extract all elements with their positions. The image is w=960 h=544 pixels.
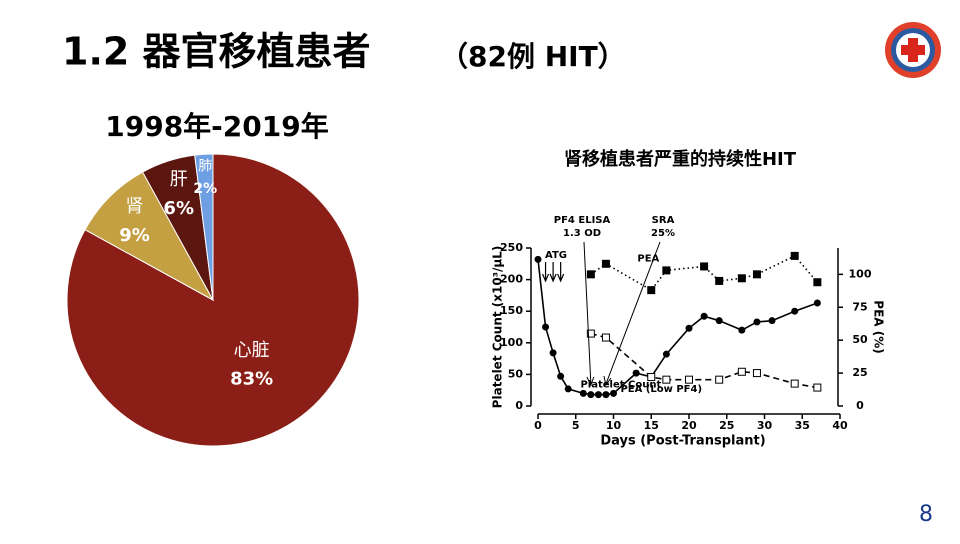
point: [753, 318, 761, 326]
point: [700, 312, 708, 320]
point: [594, 391, 602, 399]
y-tick-label: 0: [515, 399, 523, 412]
point: [715, 276, 724, 285]
point: [813, 383, 822, 392]
series-line: [590, 254, 818, 292]
annotation: PF4 ELISA: [554, 215, 611, 226]
point: [542, 323, 550, 331]
y2-tick-label: 25: [852, 366, 867, 379]
point: [790, 379, 799, 388]
point: [662, 266, 671, 275]
y-tick-label: 150: [500, 304, 523, 317]
point: [610, 389, 617, 397]
y-tick-label: 50: [508, 367, 524, 380]
y-tick-label: 250: [500, 241, 523, 254]
point: [534, 255, 542, 263]
point: [791, 307, 799, 315]
point: [700, 262, 709, 271]
x-tick-label: 20: [681, 419, 697, 432]
y-tick-label: 200: [500, 273, 523, 286]
slice-label: 肝: [170, 169, 188, 190]
y2-tick-label: 0: [856, 399, 864, 412]
point: [602, 391, 610, 399]
point: [579, 389, 587, 397]
point: [715, 375, 724, 384]
point: [647, 286, 656, 295]
y2-axis-label: PEA (%): [872, 300, 886, 353]
x-tick-label: 30: [757, 419, 773, 432]
logo: [885, 22, 941, 78]
x-tick-label: 5: [572, 419, 580, 432]
annotation: ATG: [545, 250, 567, 261]
atg-arrow: [541, 262, 550, 283]
x-tick-label: 25: [719, 419, 734, 432]
annotation-arrow: [603, 241, 661, 387]
pie-title: 1998年-2019年: [105, 110, 328, 143]
annotation-arrow: [583, 241, 595, 387]
series-label: PEA: [637, 253, 659, 264]
point: [586, 270, 595, 279]
slice-label: 肺: [198, 158, 212, 174]
point: [662, 375, 671, 384]
point: [632, 369, 640, 377]
x-tick-label: 40: [832, 419, 848, 432]
point: [587, 391, 595, 399]
pie-slice: [84, 171, 215, 302]
point: [752, 369, 761, 378]
atg-arrow: [549, 262, 557, 283]
point: [601, 333, 610, 342]
point: [685, 375, 693, 384]
y-tick-label: 100: [500, 336, 523, 349]
slide-title-suffix: （82例 HIT）: [440, 40, 626, 73]
point: [647, 373, 656, 382]
annotation: SRA: [652, 215, 675, 226]
y2-tick-label: 75: [852, 300, 867, 313]
slice-label: 肾: [126, 196, 144, 217]
series-line: [590, 332, 818, 389]
point: [715, 317, 723, 325]
point: [737, 274, 746, 283]
atg-arrow: [557, 262, 565, 283]
point: [549, 349, 557, 357]
annotation: 1.3 OD: [563, 228, 601, 239]
point: [752, 270, 761, 279]
point: [662, 350, 670, 358]
slice-value: 6%: [163, 198, 194, 219]
x-tick-label: 0: [534, 419, 542, 432]
point: [586, 329, 595, 338]
point: [738, 326, 746, 334]
point: [790, 251, 799, 260]
point: [685, 324, 693, 332]
annotation: 25%: [651, 228, 675, 239]
x-axis-label: Days (Post-Transplant): [600, 434, 765, 449]
series-label: PEA (Low PF4): [620, 384, 702, 395]
point: [813, 299, 821, 307]
point: [737, 367, 746, 376]
slice-value: 9%: [119, 225, 150, 246]
slice-value: 83%: [230, 369, 273, 390]
series-label: Platelet Count: [580, 380, 661, 391]
y2-tick-label: 100: [849, 267, 872, 280]
slice-label: 心脏: [234, 340, 270, 361]
x-tick-label: 35: [795, 419, 810, 432]
x-tick-label: 10: [606, 419, 622, 432]
point: [601, 259, 610, 268]
x-tick-label: 15: [644, 419, 659, 432]
point: [768, 317, 776, 325]
series-line: [537, 259, 818, 396]
line-title: 肾移植患者严重的持续性HIT: [564, 148, 797, 170]
slide-title: 1.2 器官移植患者: [62, 30, 371, 74]
slice-value: 2%: [193, 181, 217, 197]
y-axis-label: Platelet Count (x10³/µL): [491, 246, 505, 409]
point: [564, 385, 572, 393]
page-number: 8: [919, 502, 933, 527]
point: [557, 372, 565, 380]
pie-slice: [194, 153, 214, 301]
point: [813, 278, 822, 287]
y2-tick-label: 50: [852, 333, 868, 346]
